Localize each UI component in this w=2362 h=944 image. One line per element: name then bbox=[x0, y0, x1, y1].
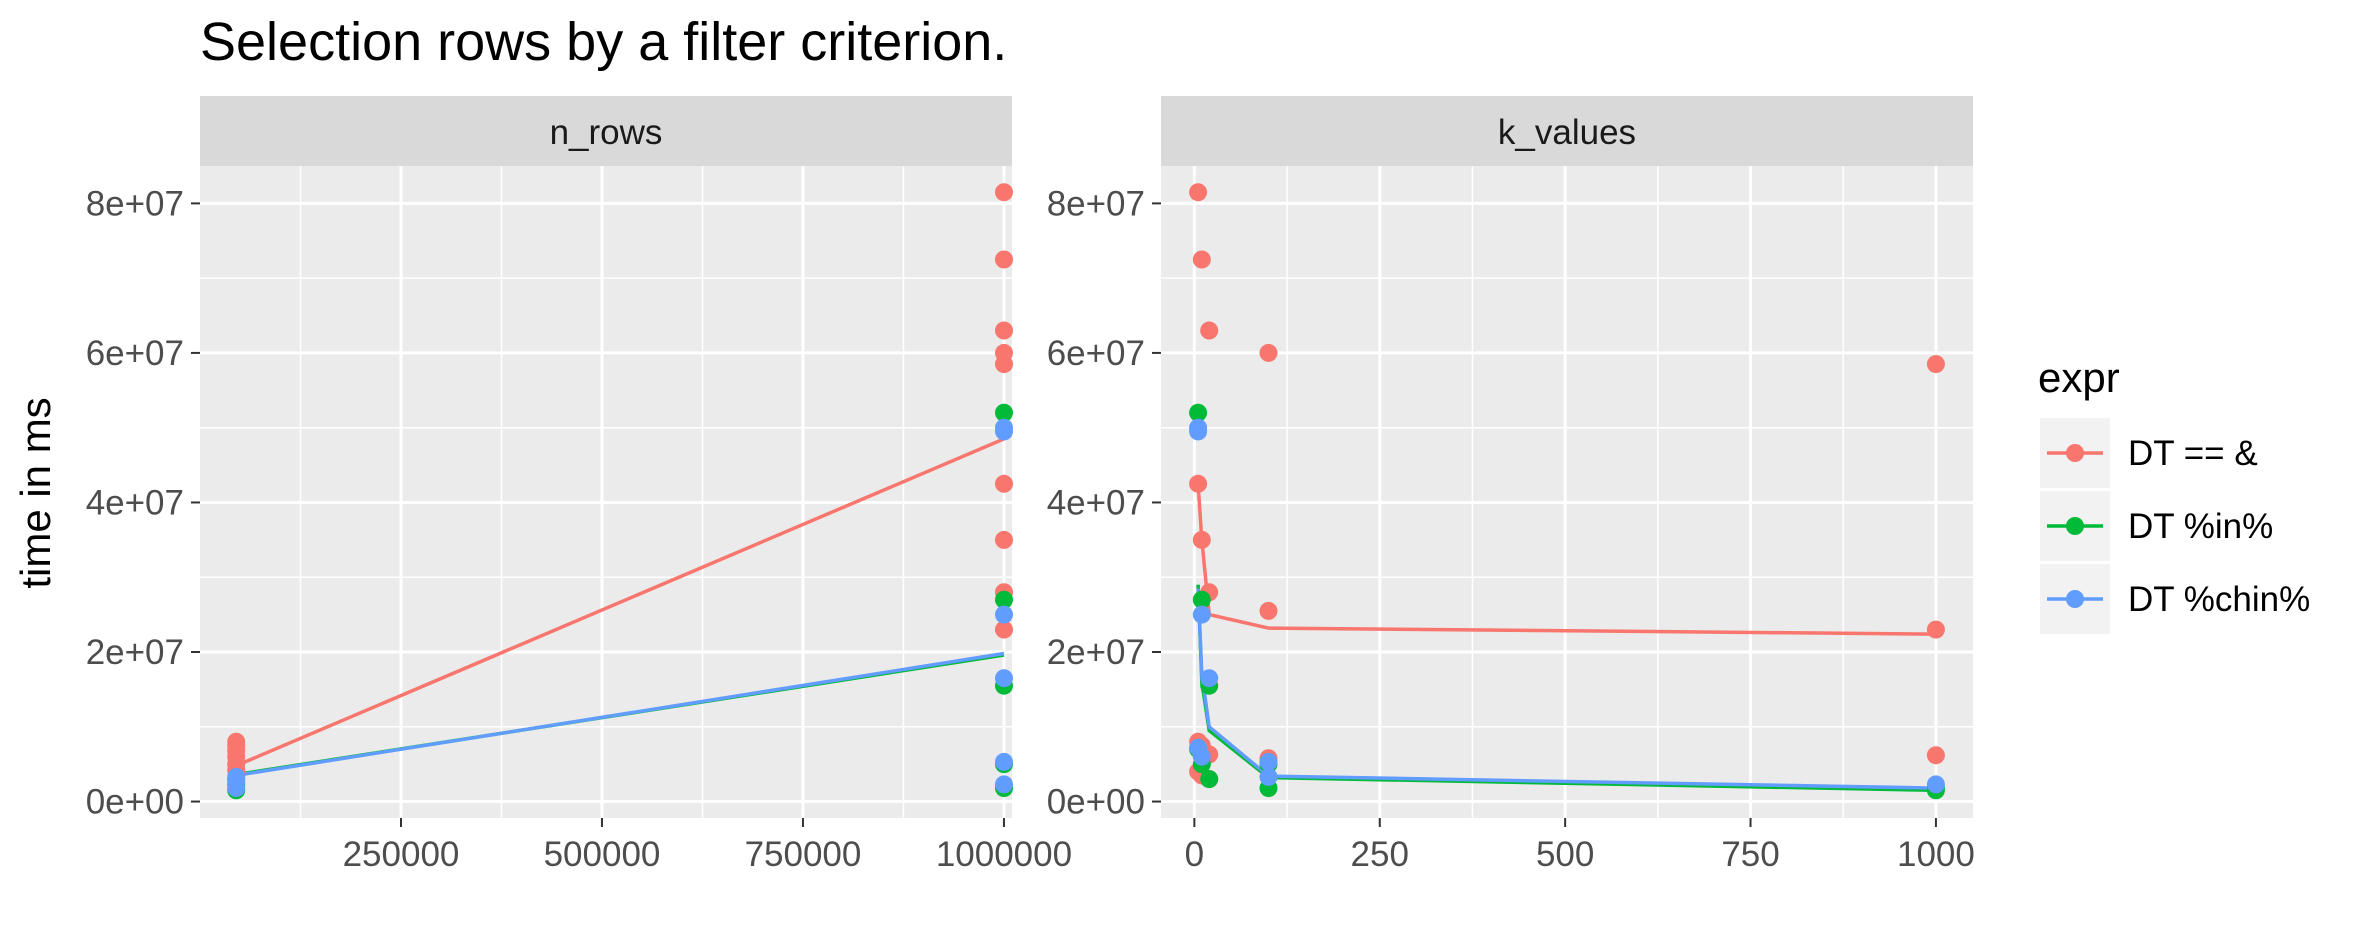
data-point bbox=[1926, 355, 1945, 374]
legend-item: DT %in% bbox=[2040, 491, 2273, 561]
y-axis-label: time in ms bbox=[12, 397, 59, 588]
data-point bbox=[1259, 601, 1278, 620]
data-point bbox=[1189, 183, 1208, 202]
legend-item: DT %chin% bbox=[2040, 564, 2310, 634]
y-tick-label: 0e+00 bbox=[1047, 783, 1145, 822]
x-tick-label: 250000 bbox=[343, 835, 460, 874]
facet-panel-k_values: k_values 0e+00 2e+07 4e+07 6e+07 8e+07 0 250 500… bbox=[1047, 96, 1975, 874]
data-point bbox=[1192, 605, 1211, 624]
legend-point bbox=[2066, 590, 2084, 608]
y-tick-label: 2e+07 bbox=[86, 633, 184, 672]
data-point bbox=[995, 752, 1013, 771]
facet-strip bbox=[1161, 96, 1973, 166]
data-point bbox=[1189, 474, 1208, 493]
data-point bbox=[995, 620, 1013, 639]
series-line bbox=[235, 437, 1005, 768]
data-point bbox=[1926, 775, 1945, 794]
x-tick-label: 750 bbox=[1721, 835, 1779, 874]
panel-background bbox=[1161, 166, 1973, 818]
data-point bbox=[995, 403, 1013, 422]
data-point bbox=[995, 321, 1013, 340]
data-point bbox=[1189, 403, 1208, 422]
data-point bbox=[995, 355, 1013, 374]
chart-title: Selection rows by a filter criterion. bbox=[200, 12, 1007, 72]
legend-point bbox=[2066, 444, 2084, 462]
data-point bbox=[1192, 530, 1211, 549]
legend-point bbox=[2066, 517, 2084, 535]
legend-title: expr bbox=[2038, 354, 2120, 401]
panel-background bbox=[200, 166, 1012, 818]
series-line bbox=[235, 651, 1005, 778]
data-point bbox=[995, 183, 1013, 202]
data-point bbox=[1192, 747, 1211, 766]
data-point bbox=[995, 605, 1013, 624]
data-point bbox=[1192, 590, 1211, 609]
y-tick-label: 6e+07 bbox=[1047, 334, 1145, 373]
y-tick-label: 8e+07 bbox=[1047, 184, 1145, 223]
data-point bbox=[1200, 669, 1219, 688]
facet-panel-n_rows: n_rows 0e+00 2e+07 4e+07 6e+07 8e+07 250000 500… bbox=[86, 96, 1072, 874]
data-point bbox=[995, 422, 1013, 441]
data-point bbox=[1259, 767, 1278, 786]
facet-strip-label: n_rows bbox=[550, 113, 663, 152]
data-point bbox=[995, 530, 1013, 549]
y-tick-label: 0e+00 bbox=[86, 783, 184, 822]
data-point bbox=[1200, 770, 1219, 789]
data-point bbox=[1259, 752, 1278, 771]
data-point bbox=[1189, 422, 1208, 441]
facet-panels: n_rows 0e+00 2e+07 4e+07 6e+07 8e+07 250000 500… bbox=[86, 96, 1975, 874]
y-tick-label: 4e+07 bbox=[86, 483, 184, 522]
data-point bbox=[995, 669, 1013, 688]
legend-label: DT %chin% bbox=[2128, 580, 2310, 619]
facet-strip bbox=[200, 96, 1012, 166]
legend-label: DT %in% bbox=[2128, 507, 2273, 546]
data-point bbox=[1926, 746, 1945, 765]
data-point bbox=[1259, 343, 1278, 362]
facet-strip-label: k_values bbox=[1498, 113, 1636, 152]
series-line bbox=[1196, 588, 1936, 790]
data-point bbox=[227, 767, 246, 786]
data-point bbox=[995, 590, 1013, 609]
x-tick-label: 1000 bbox=[1897, 835, 1975, 874]
x-tick-label: 1000000 bbox=[936, 835, 1072, 874]
data-point bbox=[995, 775, 1013, 794]
x-tick-label: 500000 bbox=[544, 835, 661, 874]
y-tick-label: 8e+07 bbox=[86, 184, 184, 223]
y-tick-label: 2e+07 bbox=[1047, 633, 1145, 672]
x-tick-label: 250 bbox=[1351, 835, 1409, 874]
x-tick-label: 750000 bbox=[745, 835, 862, 874]
legend-item: DT == & bbox=[2040, 418, 2258, 488]
data-point bbox=[995, 474, 1013, 493]
data-point bbox=[227, 732, 246, 751]
legend-label: DT == & bbox=[2128, 434, 2258, 473]
y-tick-label: 6e+07 bbox=[86, 334, 184, 373]
x-tick-label: 0 bbox=[1185, 835, 1204, 874]
data-point bbox=[1200, 321, 1219, 340]
data-point bbox=[1192, 250, 1211, 269]
x-tick-label: 500 bbox=[1536, 835, 1594, 874]
data-point bbox=[1926, 620, 1945, 639]
y-tick-label: 4e+07 bbox=[1047, 483, 1145, 522]
data-point bbox=[995, 250, 1013, 269]
